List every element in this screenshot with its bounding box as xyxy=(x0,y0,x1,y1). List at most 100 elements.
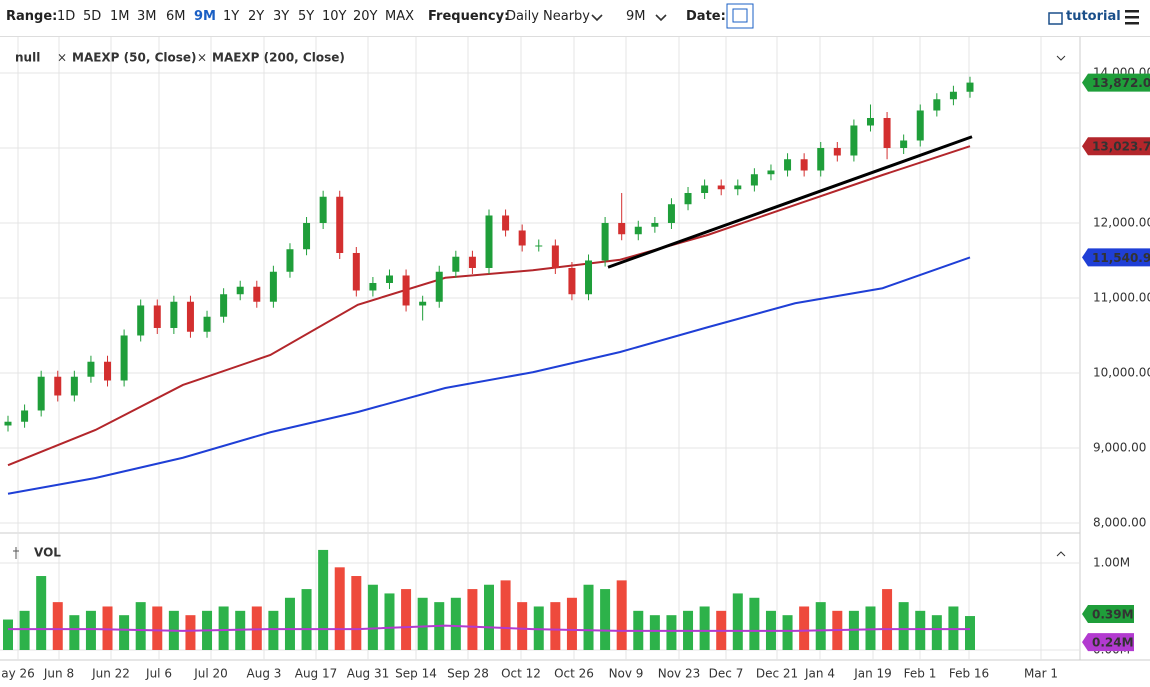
x-tick-label: Sep 14 xyxy=(395,667,437,681)
range-button[interactable]: 3Y xyxy=(273,9,290,24)
candle-body xyxy=(900,140,908,148)
range-button[interactable]: 10Y xyxy=(322,9,347,24)
x-tick-label: Feb 16 xyxy=(949,667,989,681)
legend-item: MAEXP (50, Close) xyxy=(72,51,197,65)
pane-icon xyxy=(13,547,19,559)
moving-average-line xyxy=(7,256,971,495)
candle-body xyxy=(186,301,194,332)
tutorial-link[interactable]: tutorial xyxy=(1066,9,1121,24)
frequency-select[interactable]: Daily Nearby xyxy=(506,9,591,24)
candle-body xyxy=(585,260,593,295)
volume-bar xyxy=(931,615,942,650)
candle-body xyxy=(70,376,78,396)
y-tick-label: 8,000.00 xyxy=(1093,515,1146,529)
volume-bar xyxy=(301,589,312,650)
x-tick-label: Jul 20 xyxy=(193,667,228,681)
x-tick-label: Sep 28 xyxy=(447,667,489,681)
volume-bar xyxy=(401,589,412,650)
volume-bar xyxy=(318,549,329,650)
volume-bar xyxy=(782,615,793,650)
x-tick-label: Dec 7 xyxy=(709,667,744,681)
x-tick-label: Aug 17 xyxy=(295,667,338,681)
range-button[interactable]: 2Y xyxy=(248,9,265,24)
volume-bar xyxy=(218,606,229,650)
range-button[interactable]: 1M xyxy=(110,9,130,24)
candle-body xyxy=(452,256,460,272)
candle-body xyxy=(54,376,62,396)
volume-bar xyxy=(616,580,627,650)
calendar-icon xyxy=(732,8,748,23)
candle-body xyxy=(651,222,659,227)
x-tick-label: Aug 3 xyxy=(247,667,282,681)
candle-body xyxy=(352,252,360,291)
range-label: Range: xyxy=(6,9,58,24)
candle-body xyxy=(203,316,211,332)
toolbar: Range: 1D 5D 1M 3M 6M 9M 1Y 2Y 3Y 5Y 10Y 20Y MAX Frequ… xyxy=(0,0,1150,37)
volume-bar xyxy=(69,615,80,650)
volume-bar xyxy=(500,580,511,650)
candle-body xyxy=(120,335,128,381)
range-button[interactable]: 1Y xyxy=(223,9,240,24)
price-tag-label: 0.24M xyxy=(1092,636,1134,650)
range-button[interactable]: 5D xyxy=(83,9,102,24)
range-button[interactable]: 6M xyxy=(166,9,186,24)
period-select[interactable]: 9M xyxy=(626,9,646,24)
price-tag-label: 13,023.70 xyxy=(1092,140,1150,154)
candle-body xyxy=(220,294,228,317)
volume-bar xyxy=(351,576,362,650)
calendar-button xyxy=(726,3,754,29)
candle-body xyxy=(87,361,95,377)
candle-body xyxy=(319,196,327,223)
candle-body xyxy=(535,245,543,247)
range-button[interactable]: 5Y xyxy=(298,9,315,24)
volume-bar xyxy=(915,610,926,650)
volume-bar xyxy=(334,567,345,650)
price-tag xyxy=(1082,633,1134,652)
menu-icon xyxy=(1125,16,1139,19)
price-tag xyxy=(1082,73,1150,92)
candle-body xyxy=(37,376,45,411)
price-tag xyxy=(1082,137,1150,156)
candle-body xyxy=(253,286,261,302)
volume-bar xyxy=(749,597,760,650)
volume-bar xyxy=(417,597,428,650)
range-button[interactable]: 20Y xyxy=(353,9,378,24)
candle-body xyxy=(21,410,29,422)
candle-body xyxy=(336,196,344,253)
candle-body xyxy=(369,282,377,291)
volume-bar xyxy=(732,593,743,650)
candle-body xyxy=(933,99,941,111)
frequency-label: Frequency: xyxy=(428,9,510,24)
volume-bar xyxy=(799,606,810,650)
trendline xyxy=(607,135,973,269)
candle-body xyxy=(518,230,526,246)
range-button[interactable]: 1D xyxy=(57,9,76,24)
candle-body xyxy=(667,204,675,223)
volume-bar xyxy=(882,589,893,650)
y-tick-label: 11,000.00 xyxy=(1093,290,1150,304)
candle-body xyxy=(104,361,112,381)
menu-icon xyxy=(1125,10,1139,13)
legend-item: MAEXP (200, Close) xyxy=(212,51,345,65)
toolbar-icons xyxy=(591,3,1139,29)
candle-body xyxy=(866,117,874,126)
volume-bar xyxy=(251,606,262,650)
price-tag-label: 0.39M xyxy=(1092,608,1134,622)
range-button[interactable]: 9M xyxy=(194,9,216,24)
candle-body xyxy=(767,170,775,175)
candle-body xyxy=(750,174,758,186)
candle-body xyxy=(850,125,858,156)
volume-bar xyxy=(649,615,660,650)
x-tick-label: Nov 23 xyxy=(658,667,701,681)
range-button[interactable]: MAX xyxy=(385,9,415,24)
y-tick-label: 1.00M xyxy=(1093,555,1130,569)
candle-body xyxy=(949,91,957,100)
candle-body xyxy=(468,256,476,268)
candle-body xyxy=(833,147,841,156)
x-tick-label: Jul 6 xyxy=(145,667,172,681)
volume-bar xyxy=(600,589,611,650)
chevron xyxy=(591,14,603,22)
range-button[interactable]: 3M xyxy=(137,9,157,24)
x-tick-label: Jan 19 xyxy=(853,667,892,681)
